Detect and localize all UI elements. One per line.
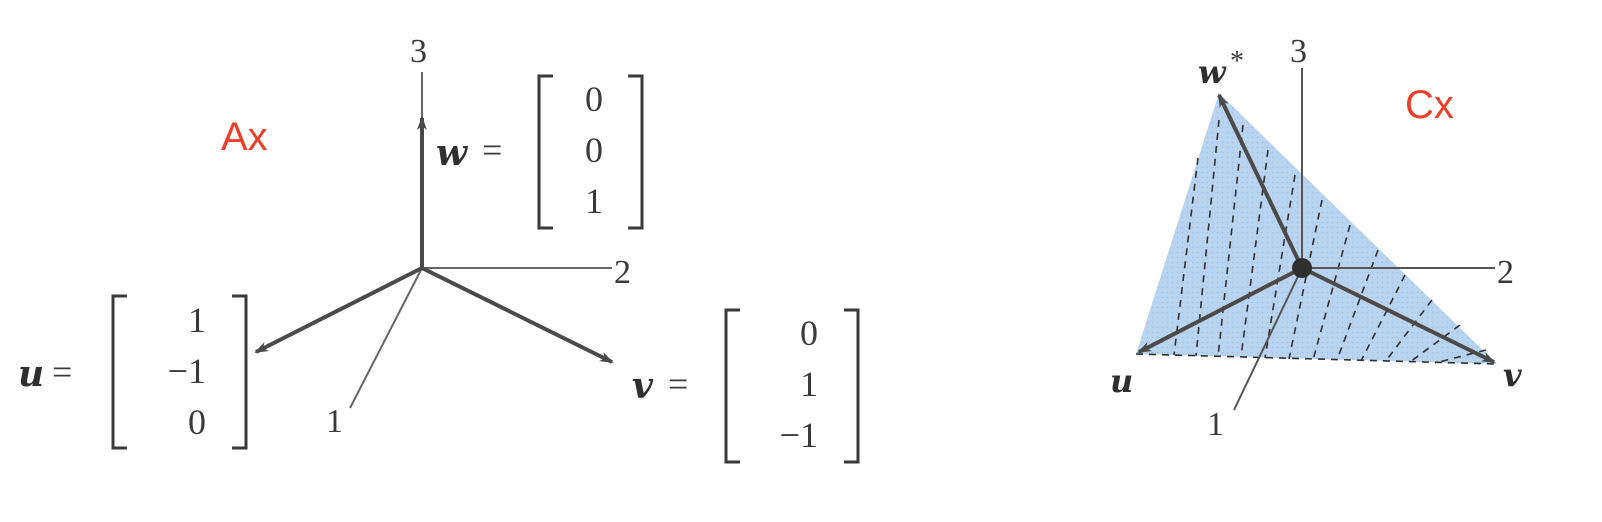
axis-label-3: 3 [410, 33, 427, 70]
vector-v-label: v [1503, 356, 1522, 394]
equals-sign-v: = [668, 364, 688, 404]
vector-v-arrow [421, 266, 614, 364]
vector-u-arrow [254, 266, 423, 354]
axis-label-1: 1 [1207, 406, 1224, 443]
panel-label-cx: Cx [1405, 83, 1454, 127]
bracket-left [537, 74, 553, 230]
axis-label-2: 2 [1497, 254, 1514, 291]
vector-u-name: u [18, 353, 44, 395]
axis-label-3: 3 [1290, 33, 1307, 70]
bracket-right [844, 308, 860, 464]
origin-point [1292, 258, 1312, 278]
matrix-entry: 0 [188, 402, 206, 442]
plane-hatching [1135, 119, 1498, 365]
panel-label-ax: Ax [221, 115, 268, 159]
matrix-entry: 1 [188, 300, 206, 340]
matrix-entry: 1 [800, 364, 818, 404]
bracket-left [724, 308, 740, 464]
matrix-entry: 1 [585, 181, 603, 221]
axis-label-2: 2 [614, 254, 631, 291]
vector-w-name: w [436, 132, 469, 174]
axis-1 [349, 267, 423, 409]
bracket-right [628, 74, 644, 230]
matrix-entry: −1 [780, 415, 818, 455]
axis-1 [1233, 267, 1303, 411]
vector-w-star-arrow [1217, 93, 1304, 269]
matrix-u: u = 1 −1 0 [18, 294, 248, 450]
vector-u-label: u [1110, 362, 1133, 400]
axis-label-1: 1 [326, 403, 343, 440]
matrix-entry: 0 [585, 130, 603, 170]
vector-v-name: v [632, 365, 654, 407]
matrix-entry: 0 [800, 313, 818, 353]
right-diagram: 3 2 1 w * u v Cx [1110, 33, 1522, 443]
matrix-entry: 0 [585, 79, 603, 119]
vector-u-arrow [1137, 266, 1303, 354]
left-diagram: Ax 3 2 1 w = 0 0 1 u = 1 −1 0 [18, 33, 860, 464]
vector-w-star-mark: * [1230, 46, 1244, 77]
equals-sign-u: = [52, 352, 72, 392]
bracket-right [232, 294, 248, 450]
matrix-w: w = 0 0 1 [436, 74, 644, 230]
vector-v-arrow [1301, 266, 1496, 364]
matrix-entry: −1 [168, 351, 206, 391]
equals-sign-w: = [482, 130, 502, 170]
vector-w-label: w [1198, 53, 1227, 91]
bracket-left [111, 294, 127, 450]
matrix-v: v = 0 1 −1 [632, 308, 860, 464]
